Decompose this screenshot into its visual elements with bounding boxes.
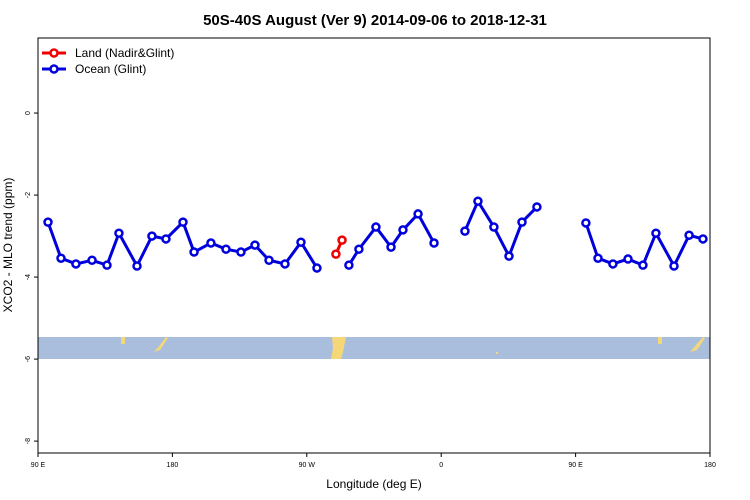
x-tick-label: 90 E xyxy=(568,462,583,469)
point xyxy=(669,261,679,271)
point xyxy=(132,261,142,271)
y-tick-label: -2 xyxy=(25,192,32,198)
point xyxy=(56,253,66,263)
point xyxy=(337,235,347,245)
point xyxy=(413,209,423,219)
point xyxy=(87,255,97,266)
point xyxy=(460,226,470,236)
legend-label: Ocean (Glint) xyxy=(75,62,146,76)
point xyxy=(189,247,199,257)
x-tick-label: 90 W xyxy=(299,462,316,469)
x-tick-label: 180 xyxy=(704,462,716,469)
y-axis-label: XCO2 - MLO trend (ppm) xyxy=(1,178,15,313)
point xyxy=(236,247,246,257)
y-tick-label: -4 xyxy=(25,274,32,280)
point xyxy=(354,244,364,254)
x-tick-label: 90 E xyxy=(31,462,46,469)
legend-marker xyxy=(49,48,59,58)
point xyxy=(651,228,661,238)
point xyxy=(429,238,439,248)
legend-label: Land (Nadir&Glint) xyxy=(75,46,174,60)
point xyxy=(371,222,381,232)
point xyxy=(638,260,648,270)
point xyxy=(102,260,112,270)
point xyxy=(296,237,306,247)
legend-marker xyxy=(49,64,59,74)
point xyxy=(593,253,603,263)
y-tick-label: 0 xyxy=(25,111,32,115)
point xyxy=(264,255,274,266)
point xyxy=(473,196,483,206)
point xyxy=(221,244,231,254)
map-strip xyxy=(38,337,710,359)
plot-frame xyxy=(37,37,711,454)
point xyxy=(147,231,157,241)
point xyxy=(331,249,341,259)
point xyxy=(608,259,618,269)
point xyxy=(161,234,171,244)
y-tick-label: -6 xyxy=(25,356,32,362)
point xyxy=(312,263,322,273)
point xyxy=(280,259,290,269)
x-axis-label: Longitude (deg E) xyxy=(326,477,421,491)
point xyxy=(344,260,354,270)
land-blobs xyxy=(121,337,705,359)
series-line xyxy=(46,197,704,270)
point xyxy=(43,217,53,227)
x-tick-label: 180 xyxy=(167,462,179,469)
point xyxy=(386,242,396,252)
point xyxy=(581,218,591,228)
chart-title: 50S-40S August (Ver 9) 2014-09-06 to 201… xyxy=(203,12,547,29)
point xyxy=(178,217,188,227)
point xyxy=(517,217,527,227)
point xyxy=(623,254,633,264)
point xyxy=(504,251,514,261)
point xyxy=(684,230,694,240)
point xyxy=(71,259,81,269)
y-tick-label: -8 xyxy=(25,438,32,444)
point xyxy=(114,228,124,238)
point xyxy=(489,222,499,232)
point xyxy=(532,202,542,212)
point xyxy=(250,240,260,250)
x-tick-label: 0 xyxy=(439,462,443,469)
point xyxy=(698,234,708,244)
point xyxy=(206,238,216,248)
point xyxy=(398,225,408,235)
